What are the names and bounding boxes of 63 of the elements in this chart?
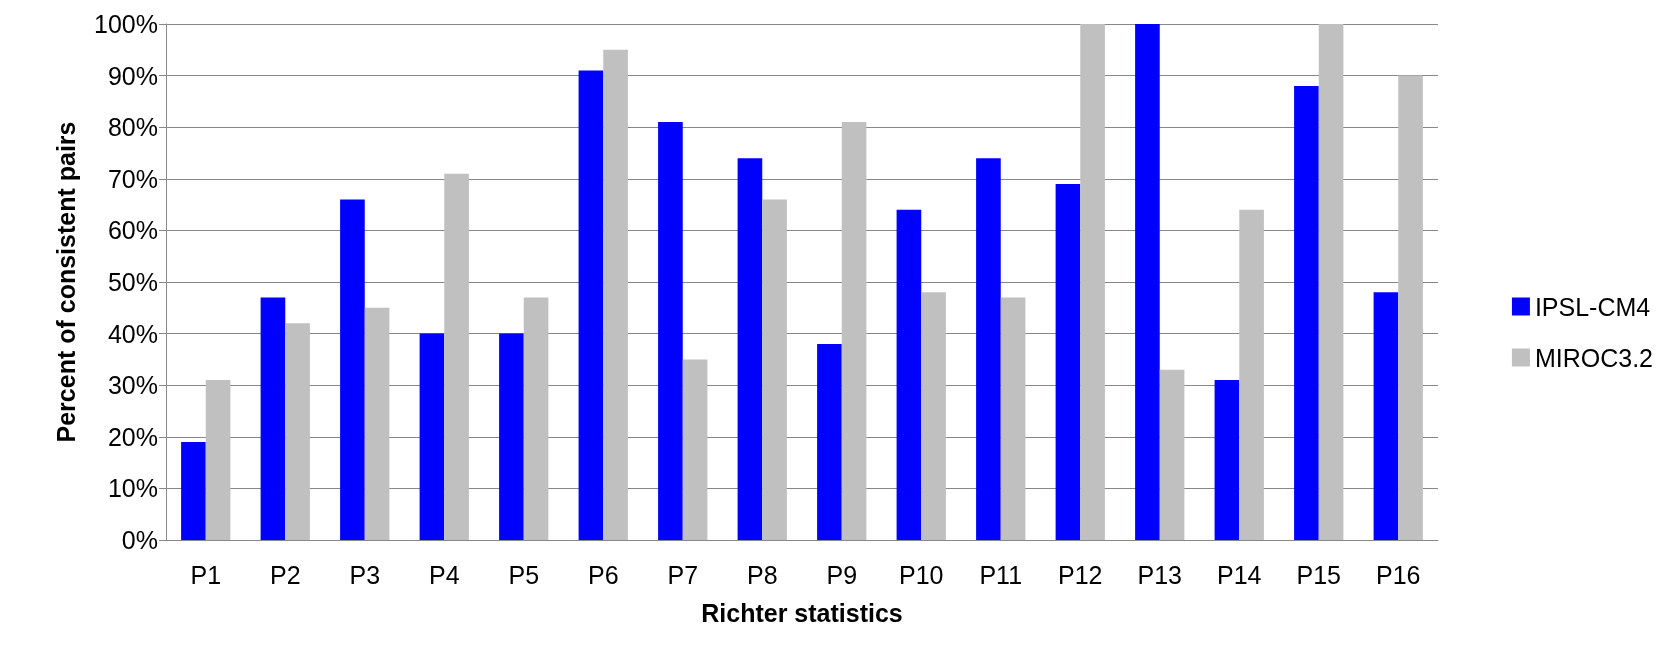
y-tick-label: 100% [94,10,158,38]
bar [260,297,286,540]
bar [682,359,708,540]
y-tick-label: 70% [107,164,158,193]
bar [1294,85,1319,540]
bar [841,122,867,540]
bar [499,333,524,540]
x-tick-label: P7 [667,560,699,589]
bar [603,49,628,540]
x-tick-label: P10 [899,560,944,589]
bar [817,343,842,540]
x-axis-title: Richter statistics [701,598,903,627]
bar [1080,24,1105,540]
bar [1398,75,1423,540]
bar [364,307,390,540]
x-tick-label: P12 [1058,560,1103,589]
bar [1135,24,1160,540]
bar [1318,24,1344,540]
x-tick-label: P3 [349,560,381,589]
x-tick-label: P6 [587,560,619,589]
y-tick-label: 30% [107,371,158,400]
bar [1373,292,1399,540]
bar [896,209,922,540]
bar [1159,369,1185,540]
y-tick-label: 40% [107,319,158,348]
bar [523,297,549,540]
x-tick-label: P9 [826,560,858,589]
x-tick-label: P11 [979,560,1023,589]
bar [1214,380,1240,540]
legend-label: IPSL-CM4 [1534,292,1651,321]
x-tick-label: P8 [746,560,778,589]
y-tick-label: 20% [107,422,158,451]
y-axis-title: Percent of consistent pairs [51,121,80,443]
x-tick-label: P2 [269,560,301,589]
bar [737,158,763,540]
bar [921,292,946,540]
bar [444,173,469,540]
bar [578,70,604,540]
bar [285,323,310,540]
bar [1000,297,1026,540]
y-tick-label: 0% [121,526,158,554]
bar [658,122,683,540]
y-tick-label: 50% [107,268,158,296]
bar [1239,209,1264,540]
x-tick-label: P13 [1137,560,1182,589]
x-tick-label: P5 [508,560,540,589]
bar [976,158,1001,540]
y-tick-label: 10% [107,474,158,503]
bar [419,333,445,540]
x-tick-label: P16 [1376,560,1421,589]
x-tick-label: P4 [428,560,460,589]
x-tick-label: P15 [1296,560,1341,589]
bar [205,380,231,540]
y-tick-label: 90% [107,61,158,90]
bar [340,199,365,540]
x-tick-label: P14 [1217,560,1262,589]
bar [762,199,787,540]
legend-label: MIROC3.2 [1534,343,1654,372]
bar [181,441,206,540]
x-tick-label: P1 [190,560,222,589]
y-tick-label: 60% [107,216,158,245]
y-tick-label: 80% [107,113,158,142]
bar [1055,183,1081,540]
